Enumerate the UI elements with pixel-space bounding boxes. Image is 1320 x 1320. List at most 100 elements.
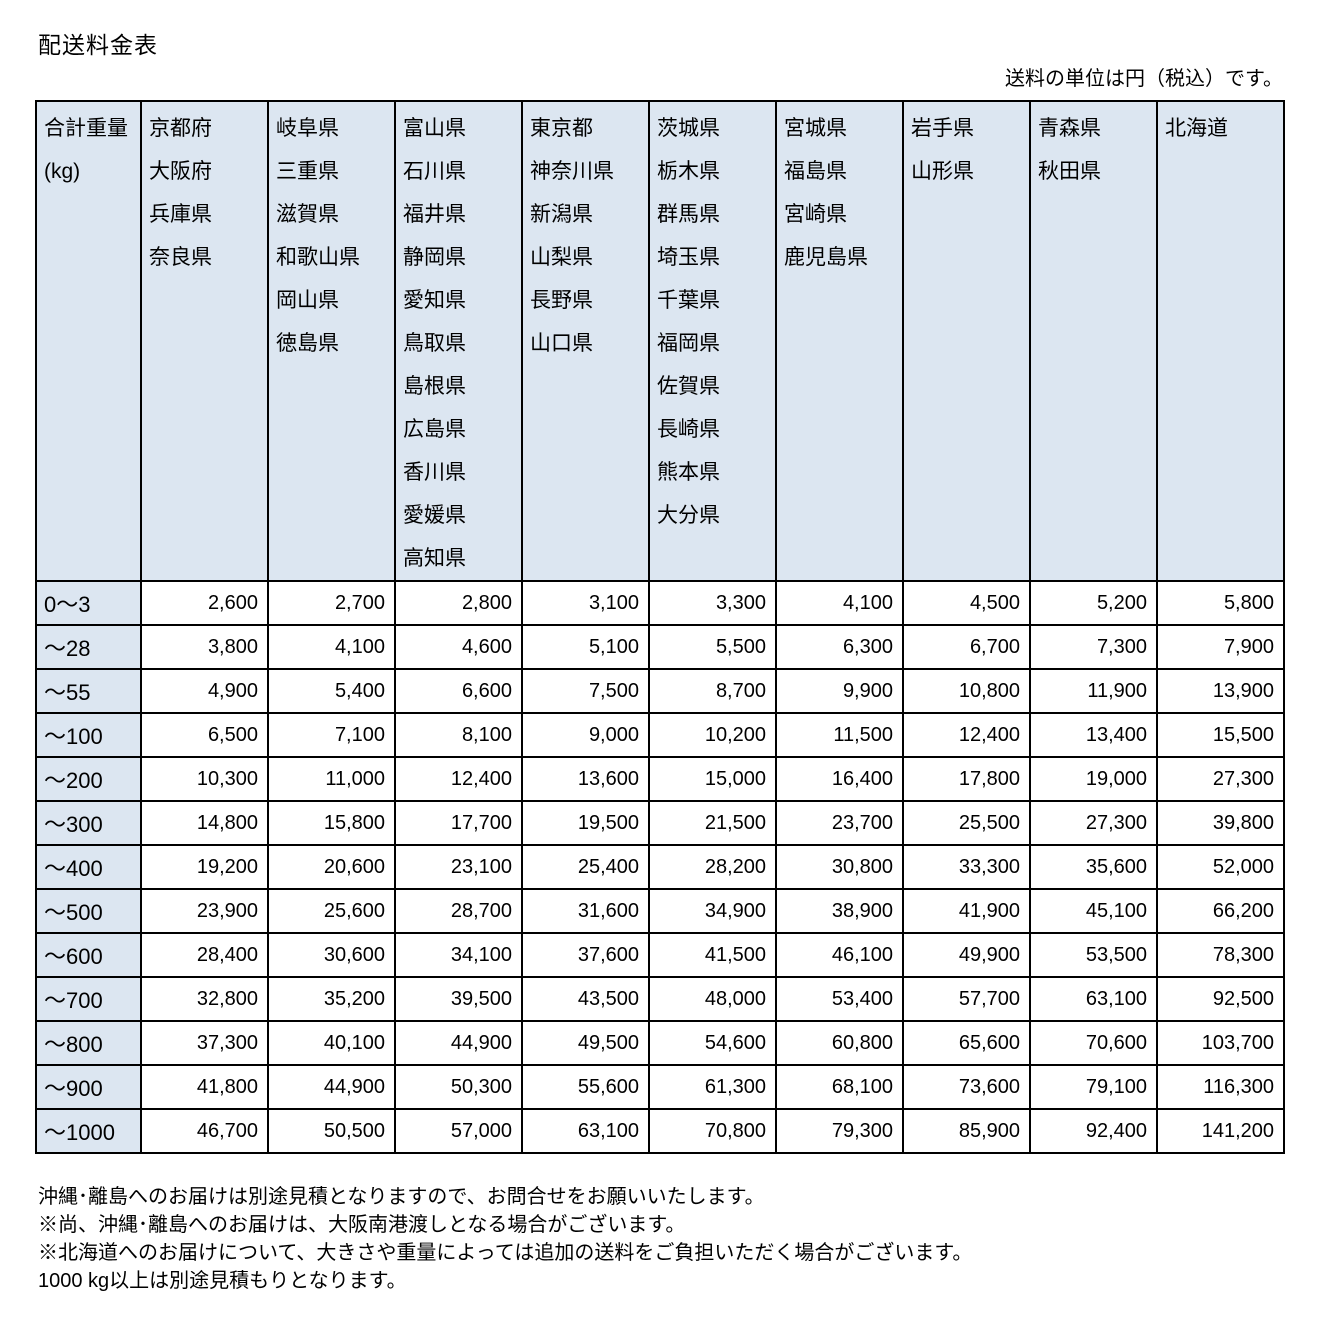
fee-value-cell: 19,200 (140, 844, 269, 890)
weight-header-line1: 合計重量 (44, 117, 128, 140)
prefecture-name: 滋賀県 (276, 203, 339, 226)
fee-value-cell: 21,500 (648, 800, 777, 846)
fee-value-cell: 39,800 (1156, 800, 1285, 846)
note-over-1000kg: 1000 kg以上は別途見積もりとなります。 (38, 1270, 407, 1292)
fee-value-cell: 55,600 (521, 1064, 650, 1110)
fee-value-cell: 68,100 (775, 1064, 904, 1110)
fee-value-cell: 79,300 (775, 1108, 904, 1154)
fee-value-cell: 4,100 (267, 624, 396, 670)
fee-value-cell: 7,100 (267, 712, 396, 758)
table-row: ～700 32,800 35,200 39,500 43,500 48,000 53,400… (35, 976, 1285, 1022)
fee-value-cell: 12,400 (394, 756, 523, 802)
fee-value-cell: 70,800 (648, 1108, 777, 1154)
prefecture-name: 長崎県 (657, 418, 720, 441)
fee-value-cell: 8,100 (394, 712, 523, 758)
note-okinawa-port: ※尚、沖縄･離島へのお届けは、大阪南港渡しとなる場合がございます。 (38, 1214, 686, 1236)
fee-value-cell: 12,400 (902, 712, 1031, 758)
weight-header-cell: 合計重量 (kg) (35, 100, 142, 582)
prefecture-name: 兵庫県 (149, 203, 212, 226)
prefecture-name: 岩手県 (911, 117, 974, 140)
fee-value-cell: 14,800 (140, 800, 269, 846)
fee-value-cell: 78,300 (1156, 932, 1285, 978)
fee-value-cell: 23,100 (394, 844, 523, 890)
prefecture-name: 和歌山県 (276, 246, 360, 269)
prefecture-name: 宮崎県 (784, 203, 847, 226)
prefecture-name: 鳥取県 (403, 332, 466, 355)
fee-value-cell: 41,900 (902, 888, 1031, 934)
note-hokkaido-surcharge: ※北海道へのお届けについて、大きさや重量によっては追加の送料をご負担いただく場合… (38, 1242, 973, 1264)
fee-value-cell: 23,700 (775, 800, 904, 846)
fee-value-cell: 53,400 (775, 976, 904, 1022)
fee-value-cell: 31,600 (521, 888, 650, 934)
fee-value-cell: 8,700 (648, 668, 777, 714)
fee-value-cell: 16,400 (775, 756, 904, 802)
fee-value-cell: 7,500 (521, 668, 650, 714)
fee-value-cell: 35,600 (1029, 844, 1158, 890)
weight-range-cell: ～600 (35, 932, 142, 978)
prefecture-name: 鹿児島県 (784, 246, 868, 269)
table-row: ～300 14,800 15,800 17,700 19,500 21,500 23,700… (35, 800, 1285, 846)
fee-value-cell: 10,300 (140, 756, 269, 802)
fee-value-cell: 15,000 (648, 756, 777, 802)
fee-value-cell: 3,100 (521, 580, 650, 626)
fee-value-cell: 34,900 (648, 888, 777, 934)
prefecture-name: 山口県 (530, 332, 593, 355)
table-row: ～28 3,800 4,100 4,600 5,100 5,500 6,300 6,700 7,… (35, 624, 1285, 670)
fee-value-cell: 10,200 (648, 712, 777, 758)
fee-value-cell: 4,600 (394, 624, 523, 670)
fee-value-cell: 37,300 (140, 1020, 269, 1066)
prefecture-name: 山形県 (911, 160, 974, 183)
shipping-fee-table: 合計重量 (kg) 京都府 大阪府 兵庫県 奈良県 岐阜県 三重県 滋賀県 和歌山県 岡山県 徳島… (35, 100, 1285, 1154)
fee-value-cell: 5,100 (521, 624, 650, 670)
fee-value-cell: 30,600 (267, 932, 396, 978)
fee-value-cell: 40,100 (267, 1020, 396, 1066)
prefecture-name: 群馬県 (657, 203, 720, 226)
fee-value-cell: 13,600 (521, 756, 650, 802)
fee-value-cell: 39,500 (394, 976, 523, 1022)
fee-value-cell: 19,000 (1029, 756, 1158, 802)
fee-value-cell: 63,100 (521, 1108, 650, 1154)
prefecture-group-header-5: 茨城県 栃木県 群馬県 埼玉県 千葉県 福岡県 佐賀県 長崎県 熊本県 大分県 (648, 100, 777, 582)
fee-value-cell: 7,300 (1029, 624, 1158, 670)
unit-note: 送料の単位は円（税込）です。 (1005, 68, 1283, 90)
fee-value-cell: 34,100 (394, 932, 523, 978)
table-row: ～1000 46,700 50,500 57,000 63,100 70,800 79,30… (35, 1108, 1285, 1154)
fee-value-cell: 6,600 (394, 668, 523, 714)
fee-value-cell: 57,700 (902, 976, 1031, 1022)
prefecture-name: 香川県 (403, 461, 466, 484)
fee-value-cell: 5,500 (648, 624, 777, 670)
fee-value-cell: 61,300 (648, 1064, 777, 1110)
table-row: ～800 37,300 40,100 44,900 49,500 54,600 60,800… (35, 1020, 1285, 1066)
prefecture-name: 福井県 (403, 203, 466, 226)
fee-value-cell: 46,100 (775, 932, 904, 978)
prefecture-group-header-7: 岩手県 山形県 (902, 100, 1031, 582)
fee-value-cell: 2,600 (140, 580, 269, 626)
prefecture-name: 愛知県 (403, 289, 466, 312)
fee-value-cell: 41,500 (648, 932, 777, 978)
fee-value-cell: 5,200 (1029, 580, 1158, 626)
fee-value-cell: 45,100 (1029, 888, 1158, 934)
table-row: ～600 28,400 30,600 34,100 37,600 41,500 46,100… (35, 932, 1285, 978)
fee-value-cell: 52,000 (1156, 844, 1285, 890)
prefecture-name: 北海道 (1165, 117, 1228, 140)
fee-value-cell: 49,900 (902, 932, 1031, 978)
fee-value-cell: 63,100 (1029, 976, 1158, 1022)
fee-value-cell: 38,900 (775, 888, 904, 934)
fee-value-cell: 25,600 (267, 888, 396, 934)
table-row: ～400 19,200 20,600 23,100 25,400 28,200 30,800… (35, 844, 1285, 890)
fee-value-cell: 50,300 (394, 1064, 523, 1110)
fee-value-cell: 15,800 (267, 800, 396, 846)
weight-range-cell: ～55 (35, 668, 142, 714)
fee-value-cell: 5,800 (1156, 580, 1285, 626)
fee-value-cell: 32,800 (140, 976, 269, 1022)
prefecture-name: 埼玉県 (657, 246, 720, 269)
fee-value-cell: 4,500 (902, 580, 1031, 626)
prefecture-name: 大分県 (657, 504, 720, 527)
fee-value-cell: 4,900 (140, 668, 269, 714)
fee-value-cell: 23,900 (140, 888, 269, 934)
fee-value-cell: 66,200 (1156, 888, 1285, 934)
fee-value-cell: 4,100 (775, 580, 904, 626)
fee-value-cell: 79,100 (1029, 1064, 1158, 1110)
weight-header-line2: (kg) (44, 160, 81, 183)
prefecture-name: 広島県 (403, 418, 466, 441)
